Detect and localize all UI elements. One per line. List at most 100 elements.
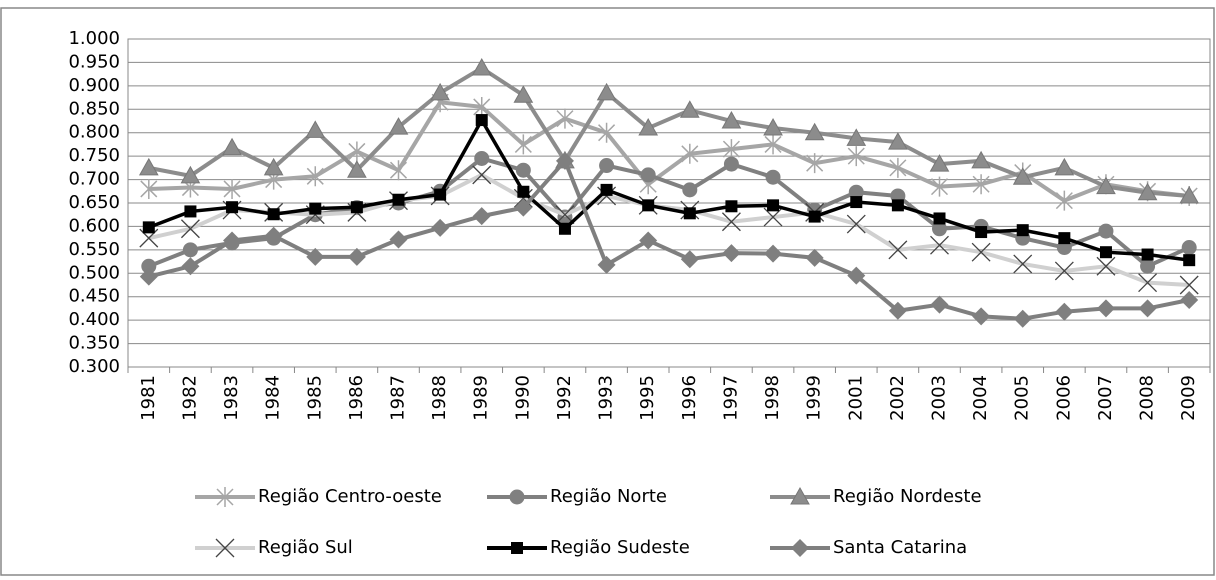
data-point — [638, 118, 659, 136]
data-point — [975, 226, 988, 239]
data-point — [306, 166, 324, 187]
data-point — [598, 122, 616, 143]
data-point — [556, 108, 574, 129]
data-point — [1096, 256, 1116, 276]
data-point — [767, 199, 780, 212]
x-tick-label: 1999 — [804, 375, 825, 421]
data-point — [138, 157, 159, 176]
y-tick-label: 0.950 — [68, 51, 120, 72]
x-tick-label: 2003 — [929, 375, 950, 421]
y-tick-label: 1.000 — [68, 28, 120, 49]
x-tick-label: 1982 — [179, 375, 200, 421]
data-point — [804, 122, 825, 141]
data-point — [1016, 224, 1029, 237]
data-point — [226, 201, 239, 214]
data-point — [680, 250, 699, 269]
data-point — [1013, 254, 1033, 274]
data-point — [1098, 223, 1114, 239]
data-point — [180, 219, 200, 239]
data-point — [972, 174, 990, 195]
data-point — [555, 151, 574, 170]
x-tick-label: 1993 — [596, 375, 617, 421]
data-point — [182, 242, 198, 258]
data-point — [850, 196, 863, 209]
y-tick-label: 0.300 — [68, 356, 120, 377]
data-point — [930, 176, 949, 197]
data-point — [1138, 273, 1158, 293]
data-point — [389, 230, 408, 249]
data-point — [139, 267, 158, 286]
data-point — [184, 205, 197, 218]
x-tick-label: 1986 — [346, 375, 367, 421]
data-point — [517, 185, 530, 198]
data-point — [597, 255, 616, 274]
x-tick-label: 1992 — [554, 375, 575, 421]
data-point — [846, 128, 867, 146]
x-tick-label: 2004 — [970, 375, 991, 421]
legend-marker — [511, 542, 523, 554]
data-point — [725, 200, 738, 213]
data-point — [682, 182, 698, 198]
data-point — [142, 221, 155, 234]
data-point — [306, 247, 325, 266]
legend-marker — [791, 539, 809, 557]
legend-marker — [216, 487, 234, 507]
data-point — [474, 150, 490, 166]
data-point — [181, 257, 200, 276]
x-tick-label: 1988 — [429, 375, 450, 421]
data-point — [930, 295, 949, 314]
data-point — [639, 231, 658, 250]
x-tick-label: 1990 — [512, 375, 533, 421]
x-tick-label: 2009 — [1178, 375, 1199, 421]
data-point — [847, 266, 866, 285]
data-point — [1137, 182, 1158, 201]
data-point — [930, 235, 949, 255]
data-point — [765, 169, 781, 185]
y-tick-label: 0.400 — [68, 309, 120, 330]
x-tick-label: 2002 — [887, 375, 908, 421]
data-point — [434, 188, 447, 201]
data-point — [888, 132, 908, 150]
data-point — [889, 157, 907, 178]
legend-label: Região Nordeste — [833, 486, 982, 507]
y-tick-label: 0.750 — [68, 145, 120, 166]
data-point — [223, 178, 241, 199]
y-tick-label: 0.600 — [68, 215, 120, 236]
data-point — [558, 222, 571, 235]
data-point — [347, 247, 366, 266]
data-point — [515, 162, 531, 178]
x-tick-label: 1995 — [637, 375, 658, 421]
data-point — [1058, 232, 1071, 245]
x-tick-label: 1987 — [388, 375, 409, 421]
data-point — [1096, 299, 1115, 318]
data-point — [681, 143, 699, 164]
data-point — [350, 201, 363, 214]
data-point — [263, 157, 284, 176]
data-point — [514, 134, 532, 155]
data-point — [600, 183, 613, 196]
x-tick-label: 1985 — [304, 375, 325, 421]
data-point — [679, 100, 700, 118]
x-tick-label: 1983 — [221, 375, 242, 421]
data-point — [267, 208, 280, 221]
y-tick-label: 0.450 — [68, 286, 120, 307]
x-tick-label: 2006 — [1053, 375, 1074, 421]
chart-frame — [0, 7, 1215, 576]
data-point — [472, 165, 492, 185]
y-tick-label: 0.850 — [68, 98, 120, 119]
legend-marker — [509, 489, 525, 505]
data-point — [1141, 248, 1154, 261]
data-point — [1055, 302, 1074, 321]
data-point — [1096, 176, 1116, 195]
data-point — [888, 301, 907, 320]
data-point — [723, 156, 739, 172]
data-point — [180, 165, 201, 184]
data-point — [348, 141, 366, 162]
data-point — [305, 120, 326, 138]
data-point — [1180, 290, 1199, 309]
data-point — [1179, 185, 1200, 204]
data-point — [806, 153, 824, 174]
data-point — [933, 212, 946, 225]
data-point — [763, 118, 783, 136]
